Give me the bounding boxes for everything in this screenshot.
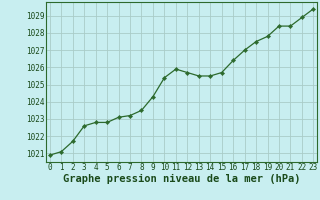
X-axis label: Graphe pression niveau de la mer (hPa): Graphe pression niveau de la mer (hPa)	[63, 174, 300, 184]
